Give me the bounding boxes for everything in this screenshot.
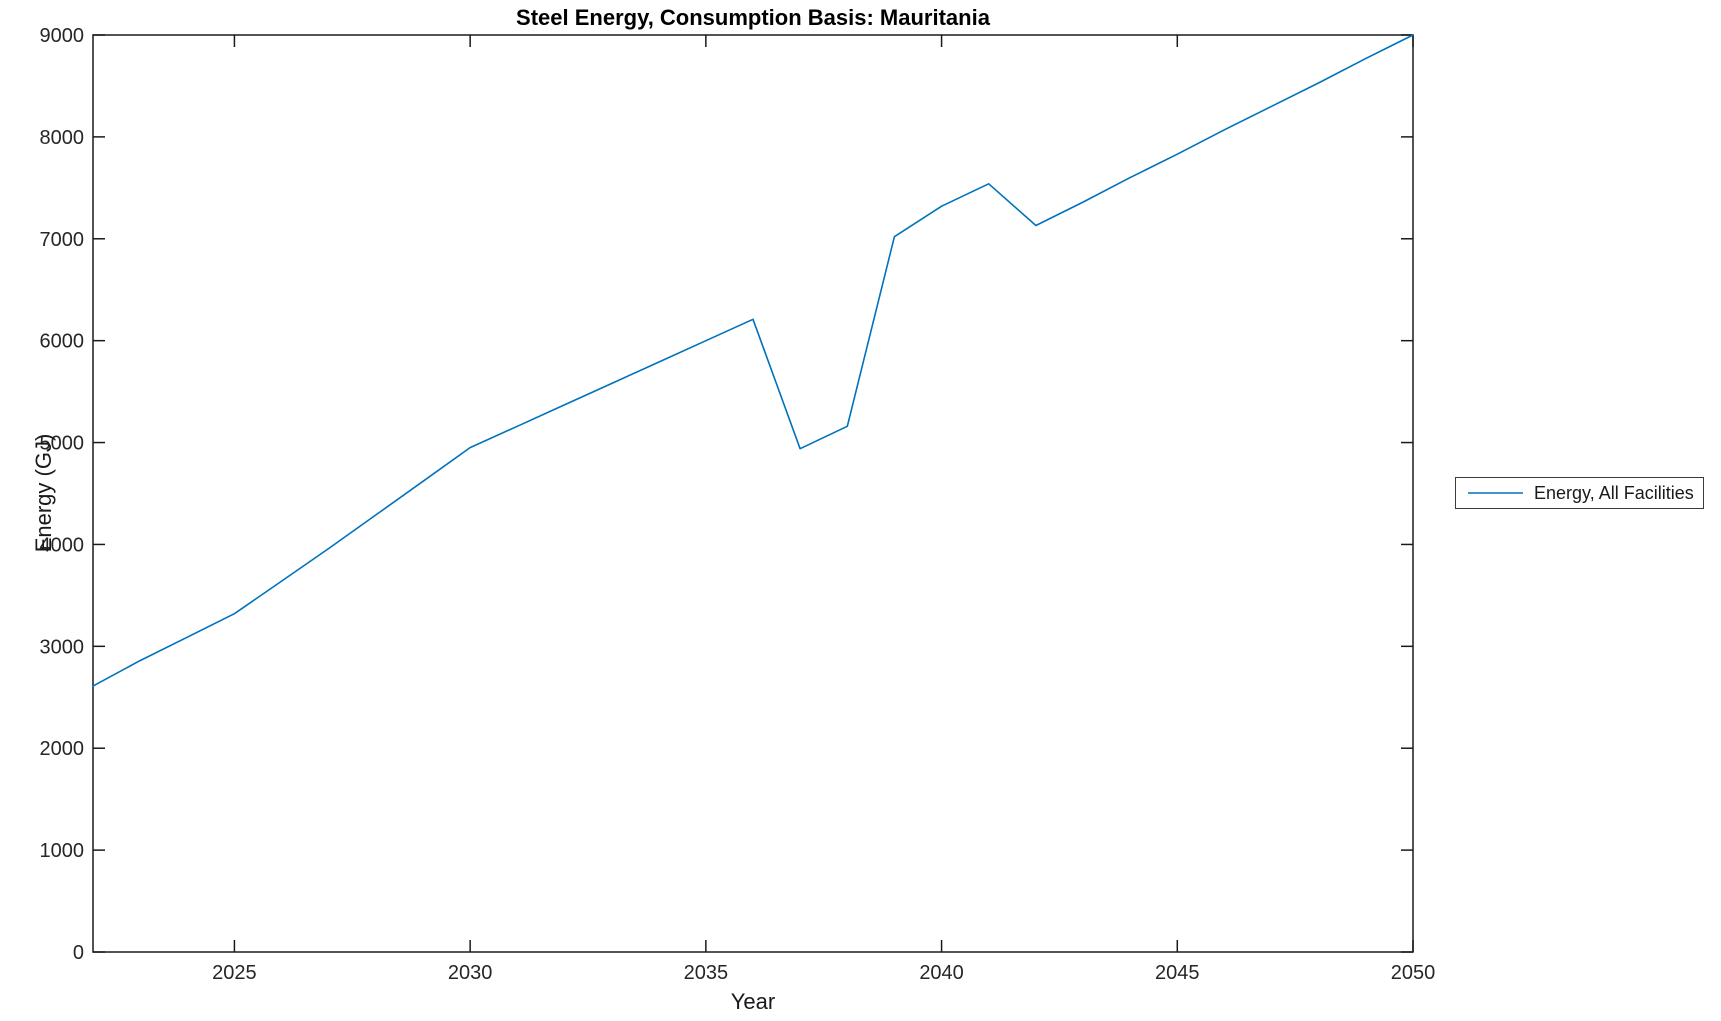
y-axis-label: Energy (GJ)	[31, 433, 56, 553]
x-tick-label: 2030	[448, 962, 493, 984]
chart-title: Steel Energy, Consumption Basis: Maurita…	[516, 5, 990, 30]
x-tick-label: 2045	[1155, 962, 1200, 984]
y-tick-label: 6000	[40, 331, 85, 353]
y-tick-label: 0	[73, 942, 84, 964]
series-line	[92, 34, 1414, 687]
y-tick-label: 8000	[40, 127, 85, 149]
y-tick-label: 3000	[40, 636, 85, 658]
y-tick-label: 1000	[40, 840, 85, 862]
x-tick-label: 2040	[919, 962, 964, 984]
y-tick-label: 4000	[40, 534, 85, 556]
legend[interactable]: Energy, All Facilities	[1455, 477, 1704, 509]
y-tick-label: 2000	[40, 738, 85, 760]
x-axis-label: Year	[730, 989, 776, 1014]
y-tick-label: 5000	[40, 433, 85, 455]
legend-line-sample	[1468, 492, 1523, 494]
y-tick-label: 7000	[40, 229, 85, 251]
x-tick-label: 2050	[1391, 962, 1436, 984]
y-tick-label: 9000	[40, 25, 85, 47]
legend-label: Energy, All Facilities	[1534, 482, 1694, 503]
x-tick-label: 2035	[684, 962, 729, 984]
plot-border	[92, 34, 1414, 953]
x-tick-label: 2025	[212, 962, 257, 984]
